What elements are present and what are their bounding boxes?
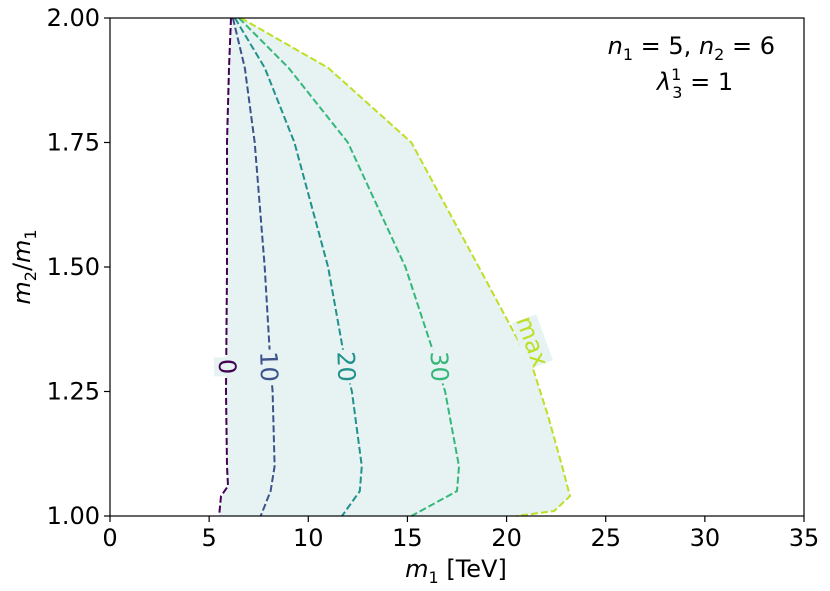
annotation-line-2: λ1 3 = 1 xyxy=(655,65,733,102)
contour-label-gap-0 xyxy=(213,356,241,377)
contour-label-gap-max xyxy=(511,314,553,370)
contour-line-max xyxy=(240,17,572,517)
y-axis-label: m2/m1 xyxy=(8,229,40,304)
allowed-region-fill xyxy=(219,18,570,516)
contour-label-30: 30 xyxy=(425,351,454,383)
contour-label-gap-30 xyxy=(425,349,453,385)
contour-label-20: 20 xyxy=(331,351,360,383)
annotation-line-1: n1 = 5, n2 = 6 xyxy=(608,32,775,64)
x-tick-label: 35 xyxy=(789,524,820,552)
y-tick-label: 1.50 xyxy=(47,253,100,281)
x-tick-label: 0 xyxy=(102,524,117,552)
y-tick-label: 1.25 xyxy=(47,378,100,406)
y-tick-label: 1.75 xyxy=(47,129,100,157)
x-axis-label: m1 [TeV] xyxy=(405,555,507,587)
x-tick-label: 5 xyxy=(202,524,217,552)
contour-label-gap-20 xyxy=(332,349,360,385)
x-tick-label: 30 xyxy=(690,524,721,552)
contour-line-20 xyxy=(234,17,363,517)
x-tick-label: 10 xyxy=(293,524,324,552)
contour-label-10: 10 xyxy=(254,351,283,383)
contour-label-gap-10 xyxy=(255,349,283,385)
y-tick-label: 1.00 xyxy=(47,502,100,530)
x-tick-label: 15 xyxy=(392,524,423,552)
y-tick-label: 2.00 xyxy=(47,4,100,32)
x-tick-label: 25 xyxy=(590,524,621,552)
x-tick-label: 20 xyxy=(491,524,522,552)
contour-label-0: 0 xyxy=(213,358,242,374)
contour-line-0 xyxy=(218,17,232,517)
